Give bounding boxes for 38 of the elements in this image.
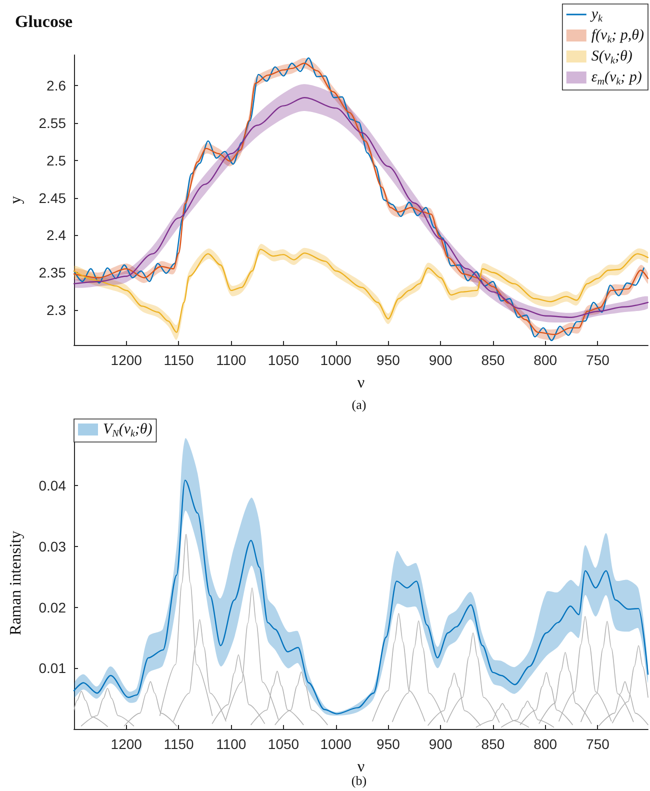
x-tick-label: 1100 xyxy=(216,352,246,368)
x-tick-label: 1050 xyxy=(268,736,300,752)
y-tick-label: 2.6 xyxy=(46,78,66,94)
x-tick-label: 850 xyxy=(481,736,505,752)
text: (b) xyxy=(351,773,367,788)
x-tick-label: 1150 xyxy=(164,352,194,368)
y-axis-title: Raman intensity xyxy=(8,530,24,636)
y-axis-title: y xyxy=(8,196,24,204)
y-tick-label: 2.55 xyxy=(38,115,66,132)
x-tick-label: 1000 xyxy=(320,736,352,752)
x-tick-label: 1000 xyxy=(320,352,352,368)
x-tick-label: 950 xyxy=(376,736,400,752)
y-tick-label: 2.45 xyxy=(38,190,66,206)
x-tick-label: 800 xyxy=(534,352,558,368)
x-tick-label: 900 xyxy=(428,352,452,368)
y-tick-label: 2.4 xyxy=(46,227,66,244)
x-axis-title: ν xyxy=(357,758,365,776)
x-tick-label: 800 xyxy=(534,736,558,752)
x-tick-label: 1150 xyxy=(164,736,194,752)
y-tick-label: 0.01 xyxy=(38,660,66,676)
y-tick-label: 2.5 xyxy=(46,152,66,168)
chart-title: Glucose xyxy=(15,12,74,31)
x-tick-label: 950 xyxy=(376,352,400,368)
y-tick-label: 0.02 xyxy=(38,599,66,616)
y-tick-label: 2.3 xyxy=(46,302,66,318)
x-tick-label: 850 xyxy=(481,352,505,368)
x-tick-label: 1100 xyxy=(216,736,246,752)
x-tick-label: 750 xyxy=(586,736,610,752)
text: (a) xyxy=(352,397,366,412)
x-tick-label: 900 xyxy=(428,736,452,752)
x-tick-label: 1200 xyxy=(110,736,142,752)
x-tick-label: 1050 xyxy=(268,352,300,368)
y-tick-label: 0.04 xyxy=(38,478,66,494)
x-axis-title: ν xyxy=(357,374,365,392)
x-tick-label: 750 xyxy=(586,352,610,368)
x-tick-label: 1200 xyxy=(110,352,142,368)
y-tick-label: 0.03 xyxy=(38,538,66,554)
y-tick-label: 2.35 xyxy=(38,264,66,280)
